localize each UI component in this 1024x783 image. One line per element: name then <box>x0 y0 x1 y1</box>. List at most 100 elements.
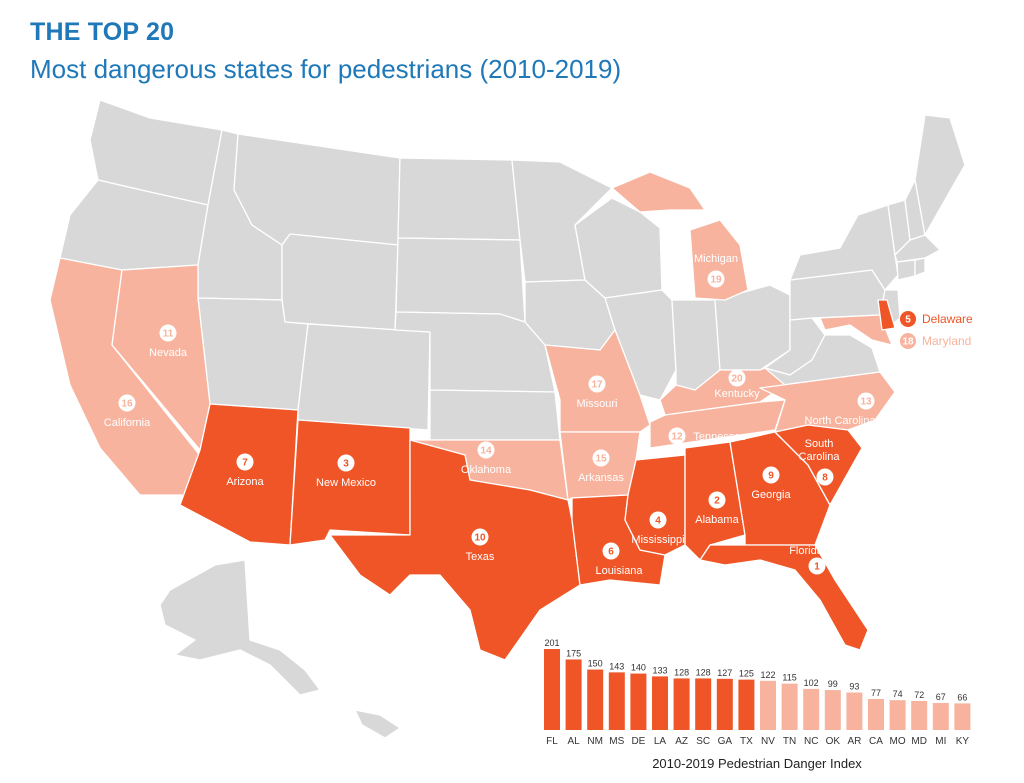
state-label-missouri: Missouri <box>577 398 618 410</box>
rank-number-maryland: 18 <box>902 337 914 348</box>
bar-category-label: NM <box>587 736 603 747</box>
rank-number-california: 16 <box>121 399 133 410</box>
bar-value-label: 127 <box>717 668 732 678</box>
bar-az <box>673 678 690 730</box>
state-label-alabama: Alabama <box>695 514 739 526</box>
bar-category-label: FL <box>546 736 558 747</box>
bar-ok <box>824 690 841 730</box>
bar-value-label: 74 <box>893 689 903 699</box>
bar-ms <box>608 672 625 730</box>
bar-value-label: 102 <box>804 678 819 688</box>
rank-number-louisiana: 6 <box>608 547 614 558</box>
state-label-tennessee: Tennessee <box>693 431 746 443</box>
bar-la <box>652 676 668 730</box>
state-south-dakota <box>395 237 526 323</box>
state-north-dakota <box>397 157 521 241</box>
state-delaware <box>877 299 896 331</box>
bar-category-label: LA <box>654 736 667 747</box>
rank-number-texas: 10 <box>474 533 486 544</box>
state-label-kentucky: Kentucky <box>714 388 760 400</box>
bar-category-label: MI <box>935 736 946 747</box>
bar-value-label: 77 <box>871 688 881 698</box>
rank-badge-new-mexico <box>337 454 355 472</box>
rank-badge-texas <box>471 528 489 546</box>
state-label-louisiana: Louisiana <box>595 565 643 577</box>
bar-value-label: 133 <box>652 665 667 675</box>
bar-sc <box>695 678 712 730</box>
rank-badge-maryland <box>899 332 917 350</box>
rank-badge-alabama <box>708 491 726 509</box>
bar-category-label: MD <box>911 736 927 747</box>
state-label-new-mexico: New Mexico <box>316 477 376 489</box>
rank-badge-nevada <box>159 324 177 342</box>
bar-tn <box>781 683 798 730</box>
bar-nm <box>587 669 604 730</box>
bar-category-label: CA <box>869 736 883 747</box>
bar-value-label: 99 <box>828 679 838 689</box>
bar-value-label: 143 <box>609 661 624 671</box>
state-label-mississippi: Mississippi <box>631 534 684 546</box>
state-kansas <box>429 389 561 441</box>
rank-badge-georgia <box>762 466 780 484</box>
bar-ca <box>868 698 884 730</box>
bar-value-label: 66 <box>957 692 967 702</box>
rank-number-oklahoma: 14 <box>480 446 492 457</box>
state-texas <box>329 439 581 661</box>
rank-badge-north-carolina <box>857 392 875 410</box>
state-florida <box>699 544 869 651</box>
pedestrian-danger-index-chart: 201 FL 175 AL 150 NM 143 MS 140 DE 133 LA 128 AZ 128 SC… <box>544 638 971 771</box>
bar-category-label: TN <box>783 736 796 747</box>
state-maine <box>914 114 966 236</box>
rank-number-south-carolina: 8 <box>822 473 828 484</box>
bar-mi <box>932 703 949 730</box>
state-label-delaware: Delaware <box>922 312 973 326</box>
rank-badge-mississippi <box>649 511 667 529</box>
rank-badge-arizona <box>236 453 254 471</box>
state-label-arizona: Arizona <box>226 476 264 488</box>
state-label-california: California <box>104 417 151 429</box>
bar-md <box>911 700 928 730</box>
page-title: THE TOP 20 <box>30 18 175 46</box>
state-colorado <box>297 323 431 431</box>
state-arizona <box>179 403 299 546</box>
state-connecticut <box>896 259 916 281</box>
bar-mo <box>889 700 906 730</box>
rank-number-arizona: 7 <box>242 458 248 469</box>
bar-category-label: SC <box>696 736 710 747</box>
rank-number-kentucky: 20 <box>731 374 743 385</box>
bar-value-label: 128 <box>696 667 711 677</box>
rank-number-michigan: 19 <box>710 275 722 286</box>
page-subtitle: Most dangerous states for pedestrians (2… <box>30 54 622 84</box>
bar-tx <box>738 679 755 730</box>
bar-fl <box>544 649 560 730</box>
bar-value-label: 175 <box>566 648 581 658</box>
bar-value-label: 67 <box>936 692 946 702</box>
state-label-maryland: Maryland <box>922 334 971 348</box>
state-montana <box>233 133 401 246</box>
rank-badge-california <box>118 394 136 412</box>
bar-category-label: OK <box>826 736 841 747</box>
state-rhode-island <box>914 257 926 277</box>
rank-badge-louisiana <box>602 542 620 560</box>
bar-al <box>565 659 582 730</box>
rank-badge-south-carolina <box>816 468 834 486</box>
chart-axis-title: 2010-2019 Pedestrian Danger Index <box>652 756 862 771</box>
map-label-layer: 1 Florida 2 Alabama 3 New Mexico 4 Mississippi 5… <box>104 253 973 577</box>
bar-category-label: AZ <box>675 736 688 747</box>
bar-value-label: 122 <box>760 670 775 680</box>
state-label-nevada: Nevada <box>149 347 188 359</box>
bar-value-label: 115 <box>782 673 796 683</box>
rank-badge-arkansas <box>592 449 610 467</box>
rank-badge-florida <box>808 557 826 575</box>
bar-value-label: 140 <box>631 663 646 673</box>
bar-category-label: MS <box>609 736 624 747</box>
bar-value-label: 93 <box>849 682 859 692</box>
rank-number-north-carolina: 13 <box>860 397 872 408</box>
state-south-carolina <box>774 424 863 506</box>
bar-category-label: GA <box>718 736 733 747</box>
bar-category-label: KY <box>956 736 970 747</box>
state-label-oklahoma: Oklahoma <box>461 464 512 476</box>
bar-value-label: 128 <box>674 667 689 677</box>
rank-badge-tennessee <box>668 427 686 445</box>
